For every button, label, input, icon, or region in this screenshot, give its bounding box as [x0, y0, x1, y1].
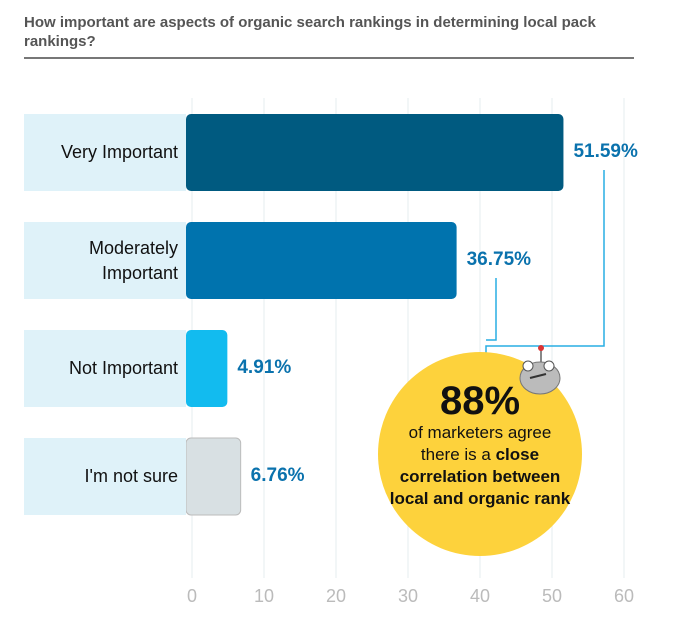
value-label: 4.91%: [237, 357, 292, 378]
value-label: 51.59%: [573, 141, 638, 162]
x-tick-label: 0: [186, 586, 197, 606]
x-tick-label: 60: [613, 586, 635, 606]
x-tick-label: 30: [397, 586, 419, 606]
bar: [185, 437, 242, 516]
bar: [186, 330, 228, 407]
connector-line: [486, 278, 497, 341]
callout-text-bold: close correlation between local and orga…: [389, 445, 571, 508]
x-tick-label: 20: [325, 586, 347, 606]
category-label: I'm not sure: [24, 438, 186, 515]
callout-bubble: 88% of marketers agree there is a close …: [378, 352, 582, 556]
category-label: Moderately Important: [24, 222, 186, 299]
bar: [186, 222, 457, 299]
bar: [186, 114, 564, 191]
category-label: Very Important: [24, 114, 186, 191]
value-label: 6.76%: [250, 465, 305, 486]
x-tick-label: 40: [469, 586, 491, 606]
x-tick-label: 50: [541, 586, 563, 606]
category-label: Not Important: [24, 330, 186, 407]
x-tick-label: 10: [253, 586, 275, 606]
callout-text: of marketers agree there is a close corr…: [378, 422, 582, 510]
value-label: 36.75%: [466, 249, 532, 270]
callout-percent: 88%: [439, 379, 521, 423]
callout-text-regular: of marketers agree there is a: [408, 423, 552, 464]
chart-title: How important are aspects of organic sea…: [24, 13, 634, 59]
